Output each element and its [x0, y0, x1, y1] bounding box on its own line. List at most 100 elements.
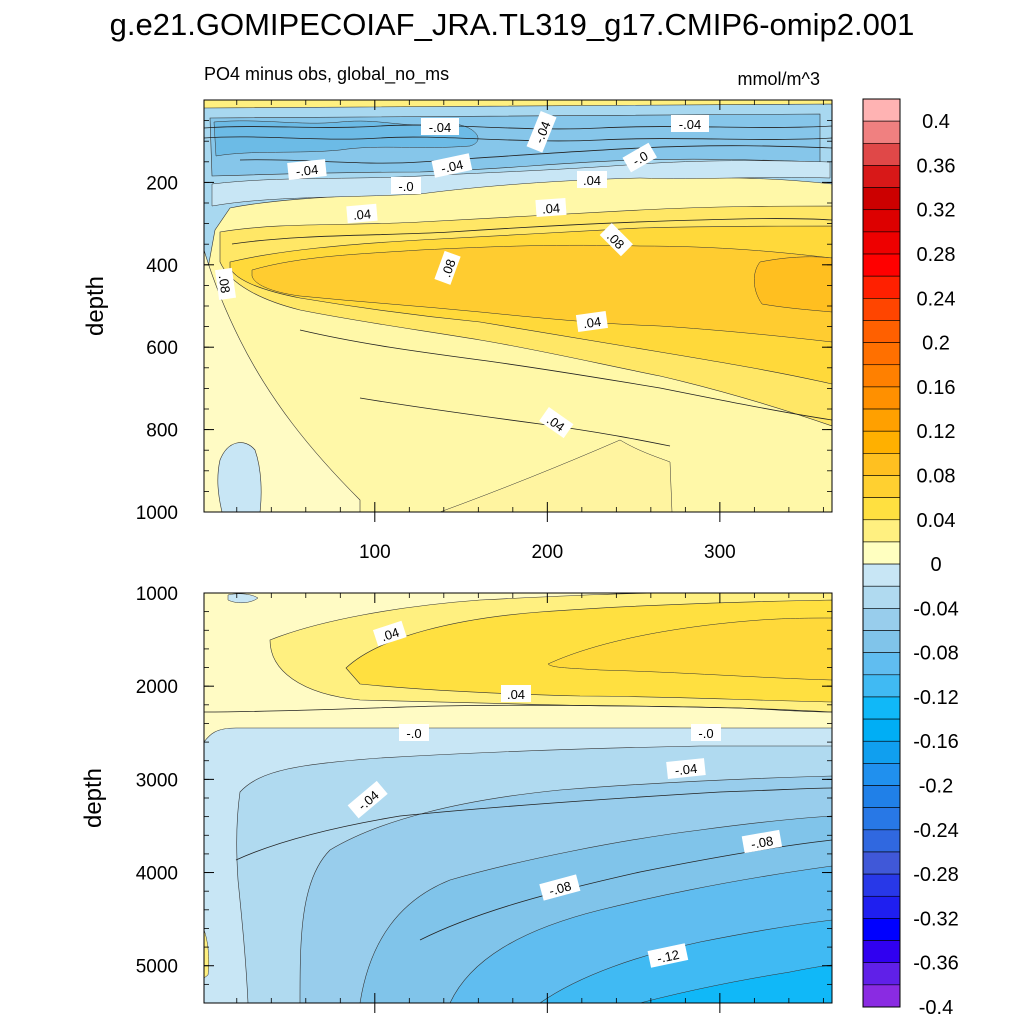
colorbar-label: 0.2	[922, 333, 950, 355]
colorbar-box	[862, 165, 901, 188]
colorbar-box	[862, 740, 901, 764]
colorbar-label: 0.28	[917, 244, 956, 266]
contour-label-box	[691, 724, 721, 741]
contour-label: -.08	[539, 874, 581, 901]
x-tick-label: 200	[531, 542, 563, 563]
contour-label-text: .04	[582, 314, 602, 331]
y-tick-label: 600	[146, 338, 178, 359]
contour-label: .04	[535, 197, 567, 218]
contour-label: -.0	[622, 142, 657, 173]
colorbar-box	[862, 253, 901, 277]
colorbar-label: 0.16	[917, 377, 956, 399]
y-tick-label: 400	[146, 256, 178, 277]
contour-label: -.0	[391, 177, 421, 194]
colorbar-box	[862, 231, 901, 255]
lower-panel: .04.04-.0 -.0-.04-.04-.08-.08-.12 1000200…	[80, 584, 833, 1013]
colorbar-box	[862, 364, 901, 388]
colorbar-label: -0.24	[913, 820, 959, 842]
colorbar-label: -0.12	[913, 687, 959, 709]
colorbar-box	[862, 386, 901, 410]
contour-label-box	[535, 197, 567, 218]
colorbar-box	[862, 807, 901, 831]
contour-label-box	[346, 203, 378, 224]
colorbar-box	[862, 98, 901, 122]
colorbar-box	[862, 962, 901, 986]
lower-y-ticks: 1000 2000 3000 4000 5000	[136, 584, 832, 1004]
contour-label-box	[421, 118, 459, 135]
contour-label: .04	[372, 620, 407, 647]
colorbar-label: -0.04	[913, 598, 959, 620]
contour-label-box	[741, 829, 783, 854]
colorbar-label: -0.2	[919, 776, 953, 798]
y-tick-label: 2000	[136, 677, 178, 698]
upper-x-ticks: 100 200 300	[236, 100, 824, 563]
colorbar-box	[862, 142, 901, 166]
contour-label: .04	[501, 685, 531, 702]
contour-label: .08	[214, 267, 237, 300]
colorbar-box	[862, 585, 901, 609]
contour-label-text: -.0	[398, 179, 413, 194]
contour-label: -.04	[666, 758, 706, 779]
colorbar-box	[862, 829, 901, 853]
contour-label-text: .04	[541, 200, 560, 216]
contour-label-text: -.04	[429, 120, 451, 135]
y-tick-label: 200	[146, 173, 178, 194]
upper-pos-010-east	[754, 256, 832, 313]
contour-label-box	[434, 250, 461, 285]
contour-label-text: -.0	[698, 726, 713, 741]
contour-label-box	[647, 943, 689, 968]
colorbar-box	[862, 342, 901, 366]
upper-y-label: depth	[82, 276, 109, 336]
contour-label: -.04	[287, 159, 327, 180]
colorbar-box	[862, 497, 901, 521]
colorbar-label: 0.08	[917, 465, 956, 487]
contour-label-box	[431, 153, 473, 178]
colorbar-label: -0.08	[913, 643, 959, 665]
upper-negative-inner	[213, 120, 479, 157]
upper-panel: -.04 -.04 -.04-.04 -.04 -.0-.0.04.04.04.08.0…	[82, 99, 833, 563]
colorbar-box	[862, 851, 901, 875]
colorbar-box	[862, 652, 901, 676]
upper-contour-lines	[204, 124, 832, 447]
contour-label-box	[622, 142, 657, 173]
colorbar-box	[862, 275, 901, 299]
colorbar-label: -0.32	[913, 908, 959, 930]
colorbar-label: 0.04	[917, 510, 956, 532]
contour-label-box	[599, 223, 633, 257]
contour-label-box	[575, 310, 608, 333]
colorbar-label: 0.12	[917, 421, 956, 443]
y-tick-label: 3000	[136, 770, 178, 791]
contour-label: .04	[577, 171, 607, 188]
contour-label-box	[539, 407, 574, 439]
contour-label-text: -.0	[630, 148, 651, 169]
subtitle-left: PO4 minus obs, global_no_ms	[204, 64, 449, 85]
contour-label: -.0	[691, 724, 721, 741]
contour-label-text: -.04	[440, 157, 465, 176]
contour-label: -.12	[647, 943, 689, 968]
contour-label-box	[347, 780, 388, 819]
contour-label-text: -.04	[674, 761, 698, 778]
colorbar-box	[862, 430, 901, 454]
y-tick-label: 5000	[136, 957, 178, 978]
colorbar-label: 0.32	[917, 200, 956, 222]
colorbar-label: 0.24	[917, 288, 956, 310]
colorbar-frame	[862, 98, 901, 1008]
contour-label-text: -.12	[656, 947, 681, 966]
colorbar-box	[862, 298, 901, 321]
upper-west-negative	[217, 442, 262, 512]
contour-label-text: -.04	[679, 117, 701, 132]
contour-label-box	[577, 171, 607, 188]
contour-label: .04	[346, 203, 378, 224]
contour-label-text: .04	[352, 206, 371, 223]
colorbar-box	[862, 674, 901, 698]
upper-y-ticks: 200 400 600 800 1000	[136, 99, 832, 524]
colorbar-box	[862, 209, 901, 233]
colorbar-box	[862, 187, 901, 211]
colorbar-label: -0.36	[913, 953, 959, 975]
lower-y-label: depth	[80, 768, 107, 828]
lower-contour-labels: .04.04-.0 -.0-.04-.04-.08-.08-.12	[347, 620, 783, 968]
contour-label-text: -.04	[295, 162, 319, 179]
colorbar-label: 0.4	[922, 111, 950, 133]
contour-label-box	[671, 115, 709, 132]
